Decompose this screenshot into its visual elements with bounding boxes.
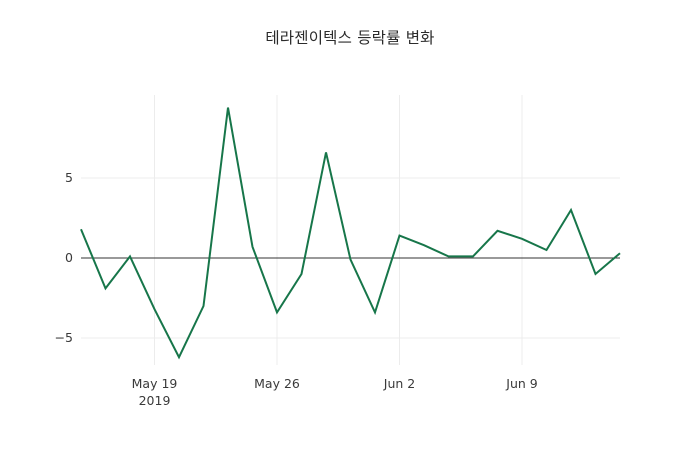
x-tick-label-primary: Jun 9 [506, 376, 538, 391]
x-tick-label: Jun 9 [462, 375, 582, 392]
y-tick-label: 5 [65, 170, 73, 185]
chart-title: 테라젠이텍스 등락률 변화 [265, 29, 435, 47]
x-tick-label: May 19 2019 [95, 375, 215, 409]
series-line-등락률 [80, 107, 621, 360]
x-tick-label-primary: Jun 2 [383, 376, 416, 391]
x-tick-label-year: 2019 [138, 393, 171, 408]
data-series-line [80, 107, 621, 360]
gridlines [81, 95, 620, 365]
x-tick-label: Jun 2 [340, 375, 460, 392]
y-tick-label: 0 [65, 250, 73, 265]
x-tick-label-primary: May 26 [254, 376, 300, 391]
x-tick-label: May 26 [217, 375, 337, 392]
y-tick-label: −5 [54, 330, 73, 345]
x-tick-label-primary: May 19 [131, 376, 178, 391]
